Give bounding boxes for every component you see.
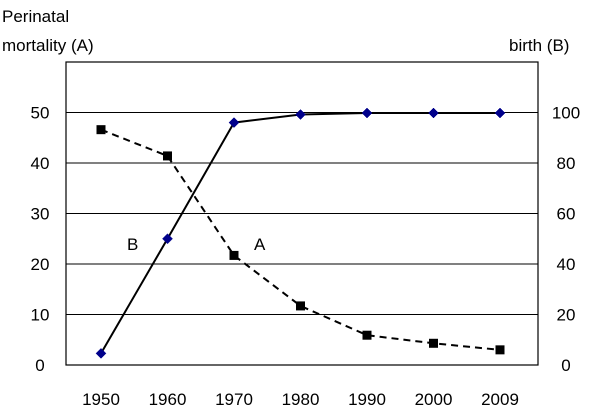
y-left-axis-title-line2: mortality (A) (2, 36, 94, 55)
x-tick-label: 1980 (282, 390, 320, 409)
series-b-point (494, 107, 506, 119)
series-a-point (163, 151, 172, 161)
x-tick-labels: 1950 1960 1970 1980 1990 2000 2009 (82, 390, 519, 409)
y-right-tick-labels: 0 20 40 60 80 100 (552, 104, 580, 376)
series-b-label: B (127, 235, 138, 254)
y-right-tick-label: 0 (561, 356, 570, 375)
y-left-tick-label: 0 (35, 356, 44, 375)
x-tick-label: 1950 (82, 390, 120, 409)
series-b-point (95, 348, 107, 359)
x-tick-label: 1970 (215, 390, 253, 409)
y-left-tick-label: 50 (31, 104, 50, 123)
x-tick-label: 1960 (149, 390, 187, 409)
y-right-tick-label: 80 (557, 154, 576, 173)
y-right-tick-label: 100 (552, 104, 580, 123)
series-b-point (162, 233, 173, 245)
x-tick-label: 2009 (481, 390, 519, 409)
y-left-tick-label: 20 (31, 255, 50, 274)
y-left-tick-labels: 0 10 20 30 40 50 (31, 104, 50, 376)
series-a-point (429, 338, 438, 348)
y-right-tick-label: 60 (557, 205, 576, 224)
series-b-point (361, 107, 373, 119)
y-right-tick-label: 40 (557, 255, 576, 274)
y-left-axis-title-line1: Perinatal (2, 7, 69, 26)
y-left-tick-label: 40 (31, 154, 50, 173)
series-markers (95, 107, 506, 359)
series-a-label: A (254, 235, 266, 254)
series-b-point (428, 107, 439, 119)
series-a-point (96, 125, 106, 135)
y-right-tick-label: 20 (557, 306, 576, 325)
series-a-point (362, 330, 372, 340)
y-left-tick-label: 30 (31, 205, 50, 224)
series-a-point (296, 301, 305, 311)
series-b-point (228, 117, 240, 128)
series-a-point (495, 345, 505, 355)
x-tick-label: 1990 (348, 390, 386, 409)
y-right-axis-title: birth (B) (509, 36, 569, 55)
series-a-point (229, 250, 239, 260)
x-tick-label: 2000 (415, 390, 453, 409)
y-left-tick-label: 10 (31, 306, 50, 325)
series-b-point (295, 109, 306, 120)
